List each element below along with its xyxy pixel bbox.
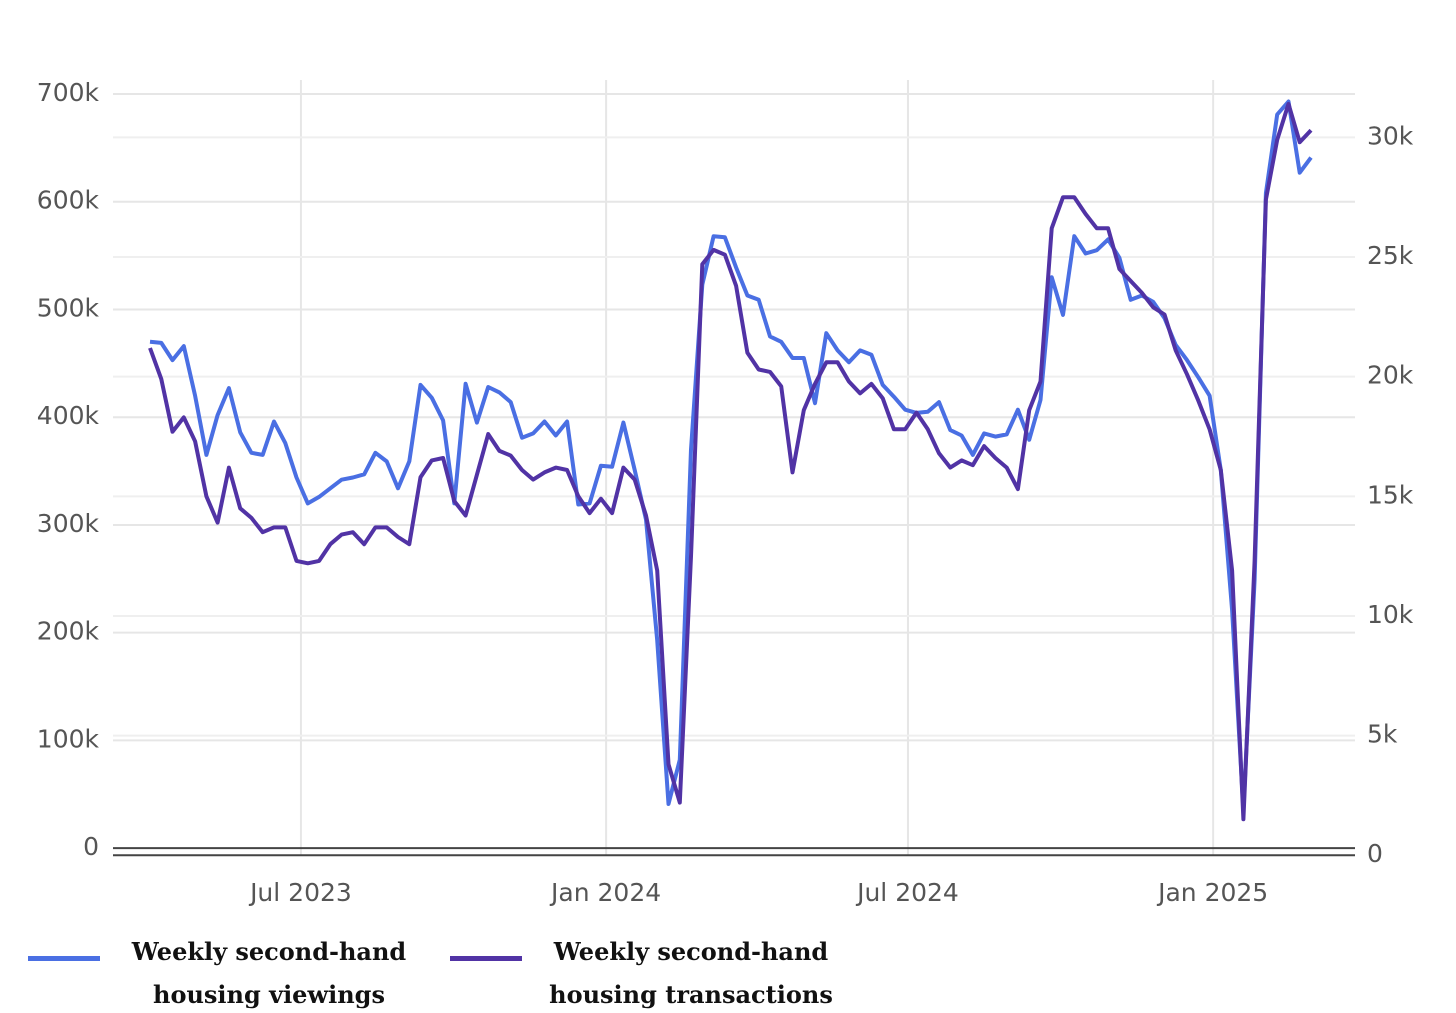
y2-tick-label: 25k (1367, 241, 1414, 270)
y2-tick-label: 0 (1367, 839, 1383, 868)
y-tick-label: 300k (37, 509, 100, 538)
y-tick-label: 0 (83, 832, 99, 861)
y-tick-label: 500k (37, 293, 100, 322)
x-tick-label: Jul 2023 (248, 878, 352, 907)
x-tick-label: Jan 2025 (1156, 878, 1268, 907)
y-tick-label: 200k (37, 617, 100, 646)
y-tick-label: 700k (37, 78, 100, 107)
legend-item: Weekly second-hand housing viewings (28, 930, 414, 1013)
x-tick-label: Jan 2024 (549, 878, 661, 907)
y2-tick-label: 20k (1367, 361, 1414, 390)
y2-tick-label: 10k (1367, 600, 1414, 629)
legend-swatch (450, 956, 522, 961)
y-tick-label: 600k (37, 186, 100, 215)
y-tick-label: 400k (37, 401, 100, 430)
chart: Jul 2023 Jan 2024 Jul 2024 Jan 2025 0 5k 10k 15… (37, 78, 1414, 907)
y2-tick-label: 15k (1367, 480, 1414, 509)
y2-tick-label: 5k (1367, 720, 1398, 749)
legend-item: Weekly second-hand housing transactions (450, 930, 836, 1013)
x-tick-label: Jul 2024 (855, 878, 959, 907)
series-line (149, 99, 1313, 813)
legend-label: Weekly second-hand housing viewings (131, 937, 407, 1009)
legend-swatch (28, 956, 100, 961)
series-line (148, 101, 1313, 822)
legend-label: Weekly second-hand housing transactions (549, 937, 833, 1009)
y-tick-label: 100k (37, 724, 100, 753)
y2-tick-label: 30k (1367, 121, 1414, 150)
